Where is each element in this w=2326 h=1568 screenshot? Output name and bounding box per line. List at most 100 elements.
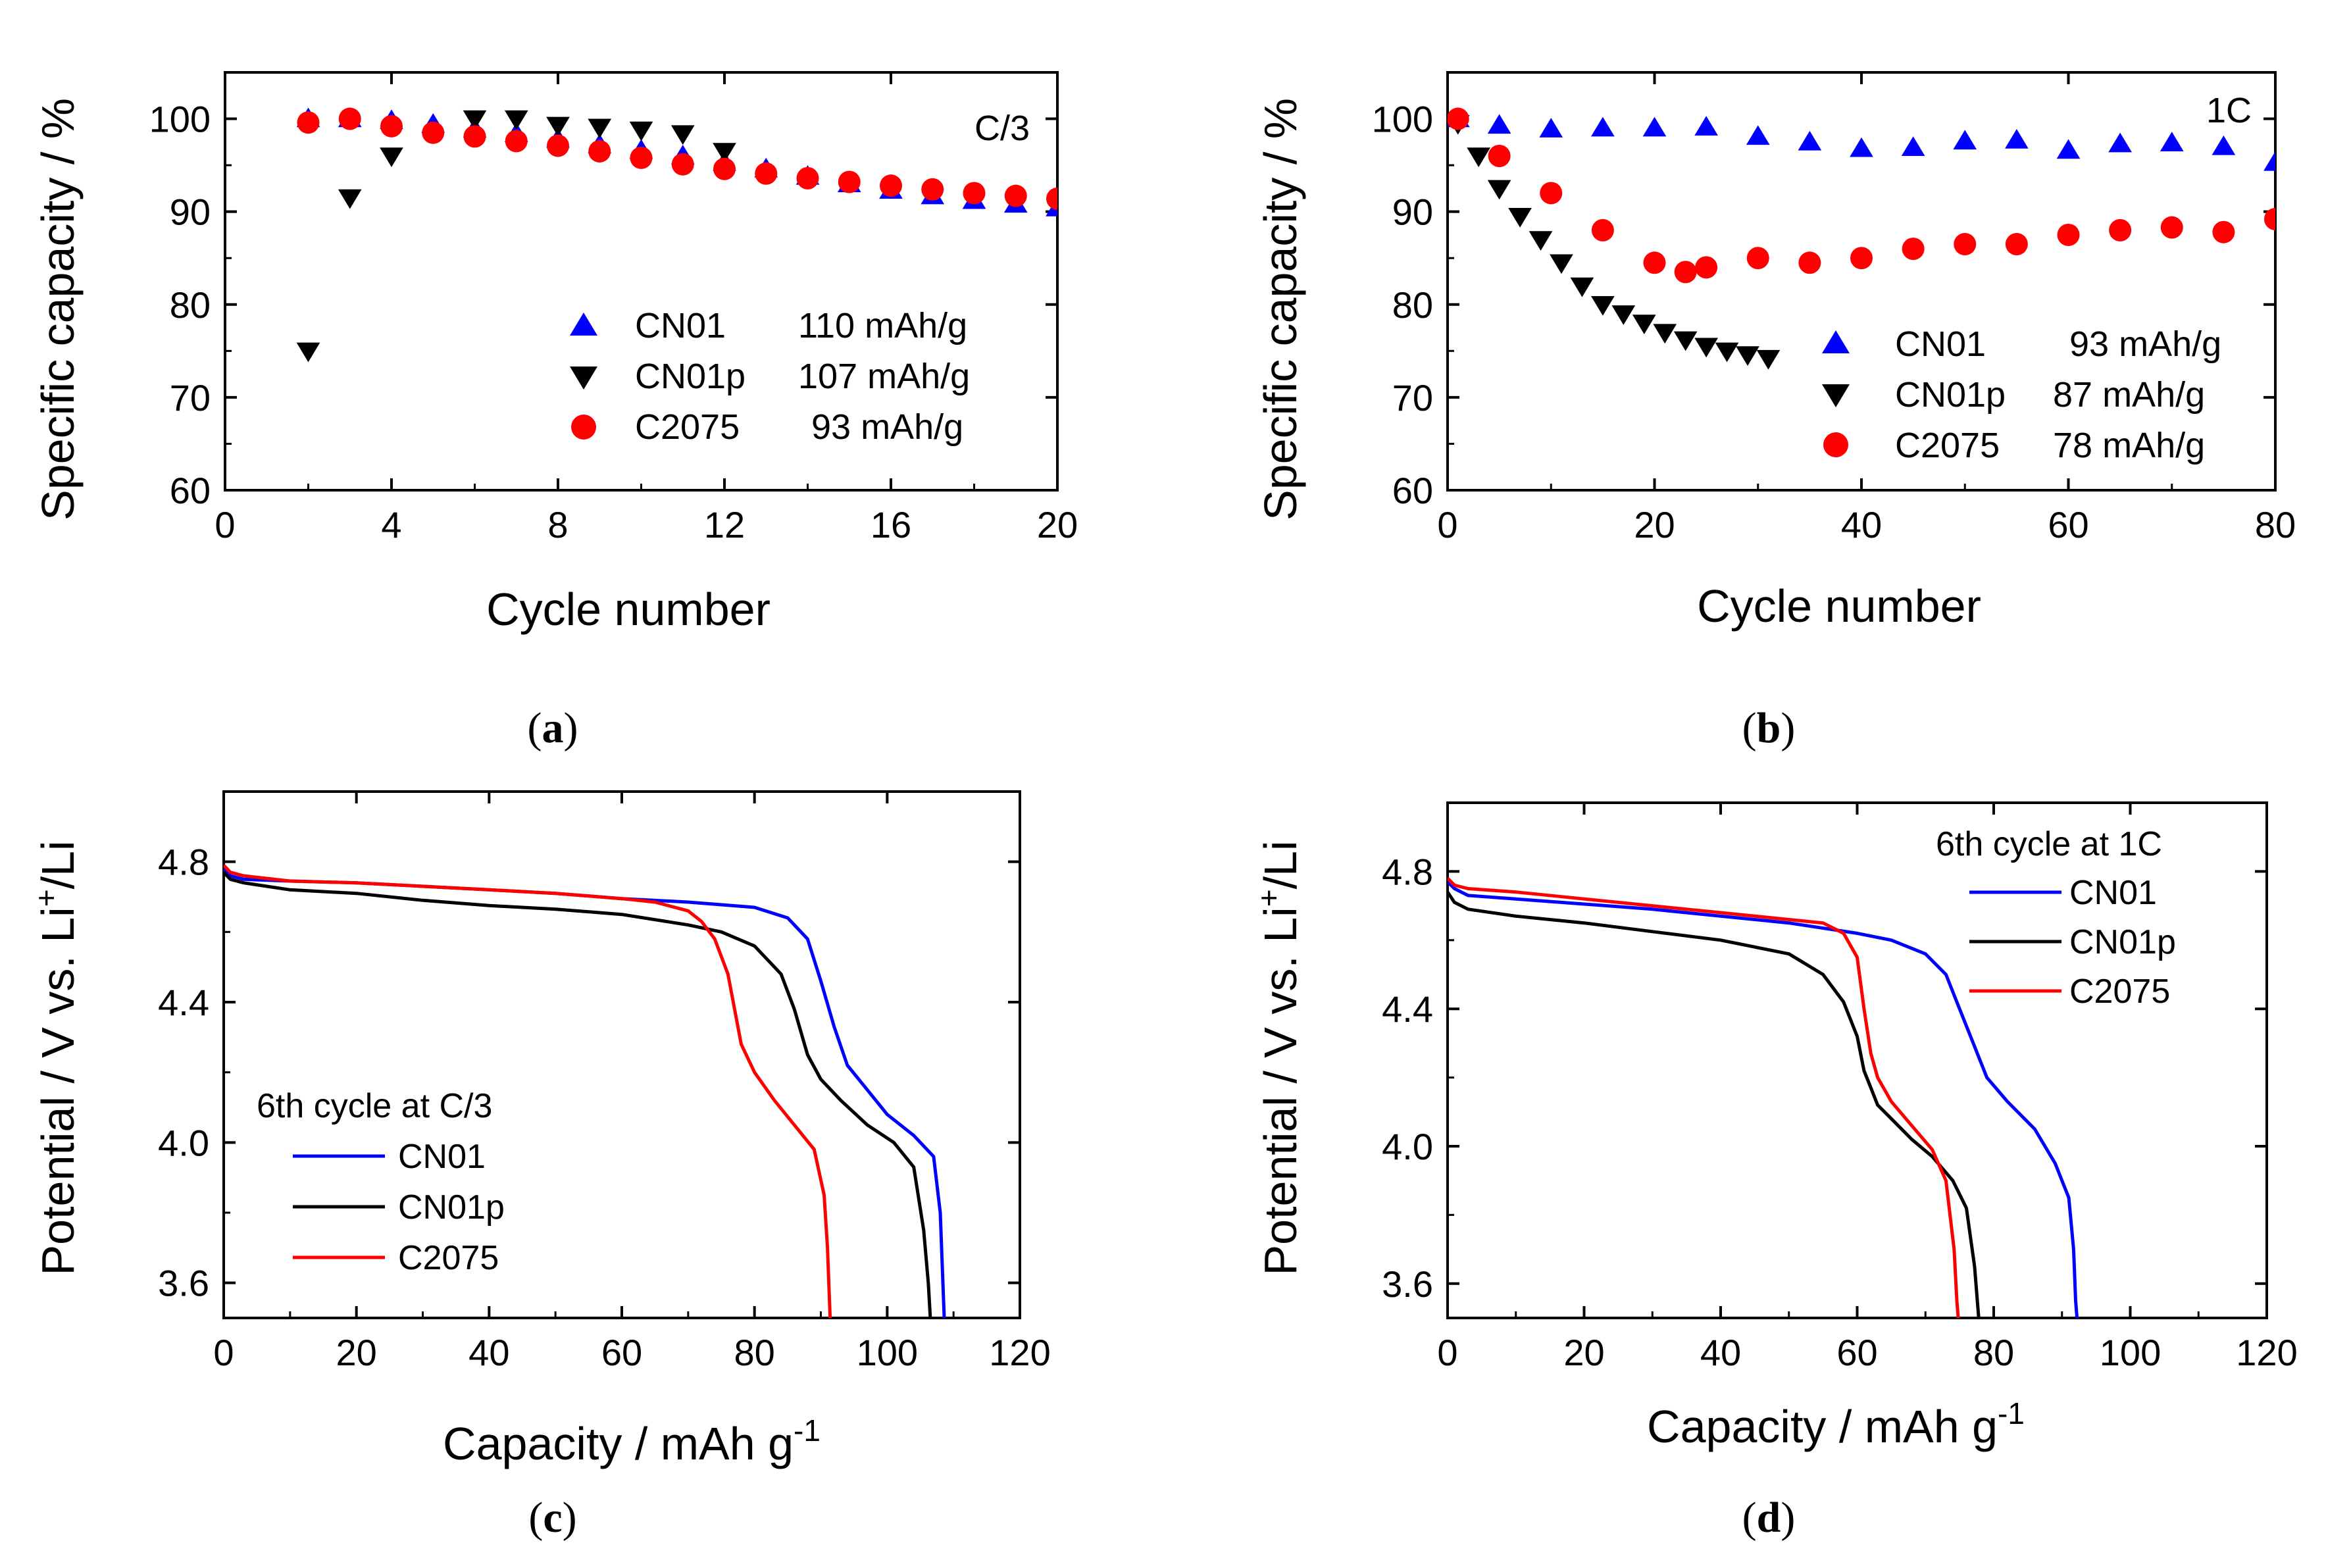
panel-a-point-cn01p <box>504 110 528 130</box>
panel-b-point-cn01 <box>1746 125 1770 145</box>
panel-a-xtick-label: 4 <box>381 504 401 545</box>
panel-c-label-close: ) <box>563 1494 577 1542</box>
panel-b-point-c2075 <box>1746 247 1769 270</box>
panel-b-point-c2075 <box>1674 261 1697 284</box>
panel-b-point-cn01p <box>1673 331 1698 351</box>
panel-c-axes-frame <box>222 790 1021 1319</box>
panel-c-ytick-label: 4.4 <box>158 982 209 1023</box>
panel-b-label-letter: b <box>1757 704 1781 752</box>
panel-b-legend-value-cn01: 93 mAh/g <box>2069 324 2221 364</box>
panel-c-ylabel: Potential / V vs. Li+/Li <box>29 840 84 1275</box>
panel-b-point-cn01 <box>1642 116 1667 137</box>
panel-a-xtick-label: 16 <box>871 504 911 545</box>
panel-a-legend-name-cn01p: CN01p <box>635 357 746 396</box>
panel-a-legend: CN01 110 mAh/g CN01p 107 mAh/g C2075 93 … <box>635 306 970 447</box>
panel-c-label-open: ( <box>528 1494 543 1542</box>
panel-d-ytick-label: 4.0 <box>1382 1126 1433 1167</box>
panel-d-ytick-label: 4.4 <box>1382 988 1433 1030</box>
panel-b-point-cn01p <box>1508 207 1532 228</box>
panel-d-label: (d) <box>1742 1494 1796 1542</box>
panel-a-label-letter: a <box>542 704 564 752</box>
panel-a-xtick-label: 12 <box>704 504 745 545</box>
panel-b-point-cn01p <box>1632 315 1656 334</box>
panel-a-legend-value-c2075: 93 mAh/g <box>811 407 963 447</box>
panel-a-point-c2075 <box>755 162 778 185</box>
panel-c-label: (c) <box>528 1494 576 1542</box>
panel-d-ytick-label: 4.8 <box>1382 851 1433 892</box>
panel-a-point-c2075 <box>380 114 403 138</box>
panel-b-point-cn01p <box>1529 231 1553 251</box>
panel-c-xtick-label: 120 <box>989 1332 1050 1373</box>
panel-b-data <box>1448 107 2275 370</box>
panel-b-xtick-label: 20 <box>1634 504 1675 545</box>
panel-b-point-cn01 <box>2160 132 2184 151</box>
panel-b-label-close: ) <box>1781 704 1795 752</box>
panel-c-xtick-label: 80 <box>734 1332 775 1373</box>
panel-d-ylabel: Potential / V vs. Li+/Li <box>1251 840 1306 1275</box>
panel-c-xlabel: Capacity / mAh g-1 <box>443 1413 821 1469</box>
panel-d-legend-title: 6th cycle at 1C <box>1936 825 2162 863</box>
panel-a: Specific capacity / % Cycle number C/3 C… <box>32 98 1030 752</box>
panel-b-point-c2075 <box>2160 216 2183 239</box>
panel-b-point-c2075 <box>1902 238 1925 261</box>
panel-c-xlabel-main: Capacity / mAh g <box>443 1418 794 1469</box>
panel-b-point-cn01p <box>1550 254 1573 274</box>
panel-a-point-cn01p <box>296 342 320 363</box>
panel-c-data <box>224 864 946 1318</box>
panel-a-xlabel: Cycle number <box>486 584 771 635</box>
panel-d-xtick-label: 60 <box>1836 1332 1877 1373</box>
panel-b-point-c2075 <box>1488 145 1511 167</box>
panel-a-point-cn01p <box>546 116 570 137</box>
panel-d-legend-name-cn01: CN01 <box>2069 874 2157 912</box>
panel-b-point-cn01p <box>1756 349 1781 370</box>
panel-d-ylabel-sup: + <box>1251 889 1286 907</box>
panel-b-point-c2075 <box>2264 207 2275 230</box>
panel-a-point-c2075 <box>671 153 694 176</box>
panel-b-point-cn01 <box>2263 151 2275 171</box>
panel-d-line-c2075 <box>1448 877 1960 1318</box>
panel-c-ytick-label: 3.6 <box>158 1263 209 1304</box>
panel-a-rate-label: C/3 <box>974 109 1030 148</box>
panel-d-label-close: ) <box>1781 1494 1795 1542</box>
panel-d-xtick-label: 80 <box>1973 1332 2014 1373</box>
panel-b-point-cn01p <box>1715 342 1739 363</box>
panel-b-point-cn01 <box>1850 137 1873 157</box>
panel-b-xtick-label: 60 <box>2048 504 2088 545</box>
panel-a-point-c2075 <box>963 182 986 205</box>
panel-d-xtick-label: 40 <box>1700 1332 1741 1373</box>
panel-c-legend: 6th cycle at C/3 CN01 CN01p C2075 <box>257 1087 505 1277</box>
panel-b-point-c2075 <box>2109 218 2132 241</box>
panel-b-ytick-label: 70 <box>1392 377 1433 418</box>
panel-b-point-cn01 <box>2108 132 2132 153</box>
panel-b-point-cn01p <box>1591 296 1615 316</box>
panel-d-xtick-label: 120 <box>2236 1332 2297 1373</box>
panel-b-label-open: ( <box>1742 704 1757 752</box>
panel-c-line-c2075 <box>224 864 832 1318</box>
panel-b-point-cn01p <box>1736 346 1759 366</box>
panel-d-label-letter: d <box>1757 1494 1781 1542</box>
panel-c-xtick-label: 100 <box>857 1332 918 1373</box>
panel-a-point-c2075 <box>796 166 819 190</box>
panel-b-point-cn01 <box>2056 139 2081 159</box>
panel-d-legend: 6th cycle at 1C CN01 CN01p C2075 <box>1936 825 2176 1011</box>
panel-b-point-cn01p <box>1694 338 1718 358</box>
panel-d-xtick-label: 100 <box>2100 1332 2161 1373</box>
panel-a-point-cn01p <box>629 121 653 141</box>
panel-b-legend-value-cn01p: 87 mAh/g <box>2053 375 2205 415</box>
panel-b-point-c2075 <box>1850 247 1873 270</box>
panel-a-point-cn01p <box>338 189 362 209</box>
panel-a-point-c2075 <box>880 174 902 197</box>
panel-a-legend-marker-c2075 <box>571 415 596 440</box>
panel-a-point-c2075 <box>1004 184 1027 207</box>
panel-a-point-cn01p <box>670 125 695 145</box>
panel-b-legend: CN01 93 mAh/g CN01p 87 mAh/g C2075 78 mA… <box>1895 324 2221 465</box>
panel-b-point-c2075 <box>1798 251 1821 274</box>
panel-b-point-c2075 <box>1643 251 1666 274</box>
panel-a-point-c2075 <box>838 170 861 193</box>
panel-c-ylabel-sup: + <box>29 889 63 907</box>
panel-b-legend-name-cn01p: CN01p <box>1895 375 2006 415</box>
panel-b-point-cn01 <box>2005 129 2029 149</box>
panel-c-legend-name-cn01p: CN01p <box>398 1188 505 1227</box>
panel-a-point-cn01p <box>713 143 736 163</box>
panel-c-xtick-label: 0 <box>213 1332 234 1373</box>
